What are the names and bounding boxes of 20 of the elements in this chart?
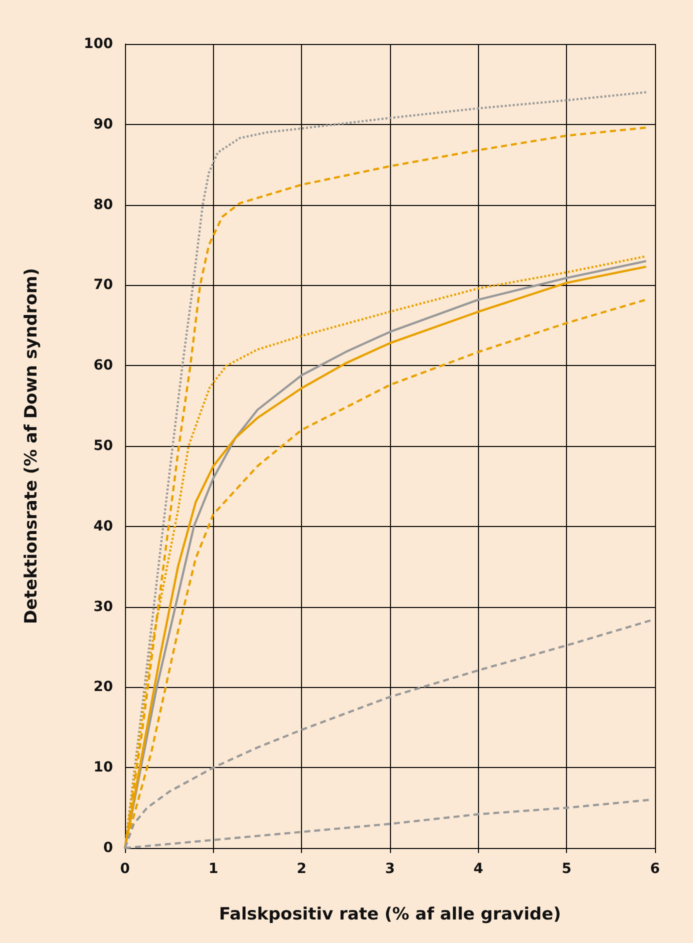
y-tick-label: 90 [94,116,114,132]
x-tick-label: 4 [473,861,484,877]
y-tick-label: 80 [94,196,114,213]
x-tick-label: 0 [120,861,130,877]
x-tick-label: 2 [296,861,307,877]
y-tick-label: 100 [84,36,114,52]
x-tick-label: 5 [562,861,572,877]
y-tick-label: 30 [94,598,114,615]
x-tick-label: 6 [650,861,660,877]
y-tick-label: 0 [103,840,114,856]
x-axis-title: Falskpositiv rate (% af alle gravide) [218,904,562,924]
y-tick-label: 10 [94,760,114,776]
y-axis-title: Detektionsrate (% af Down syndrom) [22,268,42,624]
y-tick-label: 60 [94,358,114,374]
y-tick-label: 50 [94,438,114,454]
x-tick-label: 1 [208,861,218,877]
y-tick-label: 20 [94,679,114,696]
y-tick-label: 40 [94,518,114,534]
y-tick-label: 70 [94,277,114,294]
x-tick-label: 3 [385,861,395,877]
